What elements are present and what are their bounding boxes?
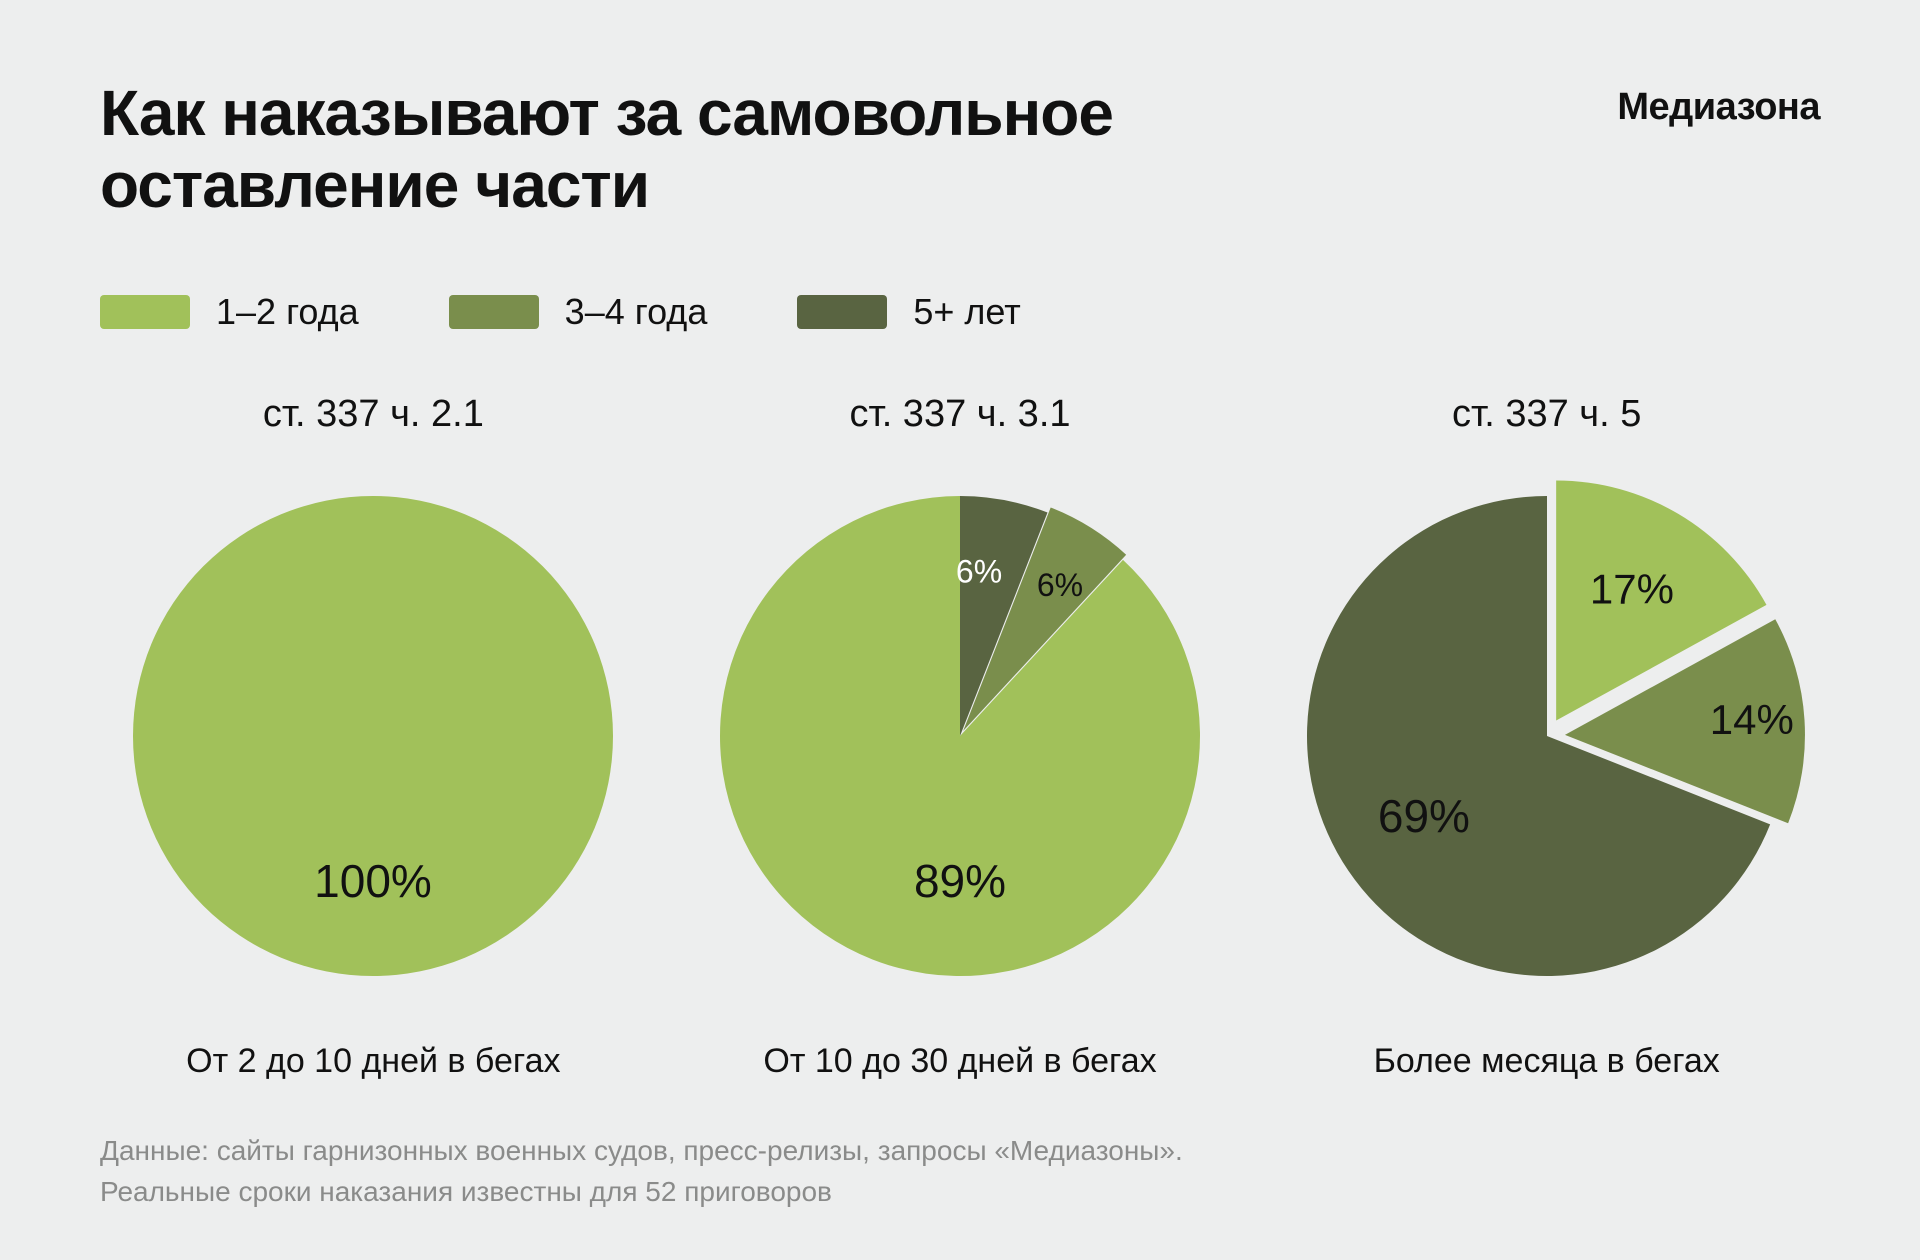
legend-item: 3–4 года [449, 291, 708, 333]
page-title: Как наказывают за самовольное оставление… [100, 78, 1300, 221]
chart-caption: От 10 до 30 дней в бегах [763, 1042, 1156, 1081]
legend-label: 1–2 года [216, 291, 359, 333]
legend: 1–2 года 3–4 года 5+ лет [100, 291, 1820, 333]
legend-swatch [449, 295, 539, 329]
footer-line: Данные: сайты гарнизонных военных судов,… [100, 1131, 1820, 1172]
chart-title: ст. 337 ч. 3.1 [850, 393, 1071, 436]
pie-wrap: 17% 14% 69% [1277, 466, 1817, 1006]
pie-wrap: 100% [103, 466, 643, 1006]
pie-chart: 6% 6% 89% [690, 466, 1230, 1006]
footer-source: Данные: сайты гарнизонных военных судов,… [100, 1131, 1820, 1212]
legend-swatch [100, 295, 190, 329]
brand-logo: Медиазона [1617, 86, 1820, 129]
slice-label: 89% [914, 855, 1006, 907]
legend-swatch [797, 295, 887, 329]
legend-label: 5+ лет [913, 291, 1020, 333]
slice-label: 17% [1590, 566, 1674, 613]
slice-label: 6% [1037, 568, 1083, 604]
chart-column: ст. 337 ч. 3.1 6% 6% 89% От 10 до 30 дней в … [687, 393, 1234, 1081]
slice-label: 14% [1709, 697, 1793, 744]
pie-chart: 17% 14% 69% [1277, 466, 1817, 1006]
chart-title: ст. 337 ч. 2.1 [263, 393, 484, 436]
footer-line: Реальные сроки наказания известны для 52… [100, 1172, 1820, 1213]
charts-row: ст. 337 ч. 2.1 100% От 2 до 10 дней в бега… [100, 393, 1820, 1081]
slice-label: 69% [1378, 790, 1470, 842]
chart-title: ст. 337 ч. 5 [1452, 393, 1641, 436]
chart-caption: Более месяца в бегах [1374, 1042, 1720, 1081]
legend-item: 5+ лет [797, 291, 1020, 333]
slice-label: 6% [956, 554, 1002, 590]
legend-item: 1–2 года [100, 291, 359, 333]
header-row: Как наказывают за самовольное оставление… [100, 78, 1820, 221]
chart-column: ст. 337 ч. 5 17% 14% 69% Более месяца в бега… [1273, 393, 1820, 1081]
legend-label: 3–4 года [565, 291, 708, 333]
pie-wrap: 6% 6% 89% [690, 466, 1230, 1006]
chart-column: ст. 337 ч. 2.1 100% От 2 до 10 дней в бега… [100, 393, 647, 1081]
pie-chart: 100% [103, 466, 643, 1006]
slice-label: 100% [315, 855, 433, 907]
chart-caption: От 2 до 10 дней в бегах [186, 1042, 560, 1081]
